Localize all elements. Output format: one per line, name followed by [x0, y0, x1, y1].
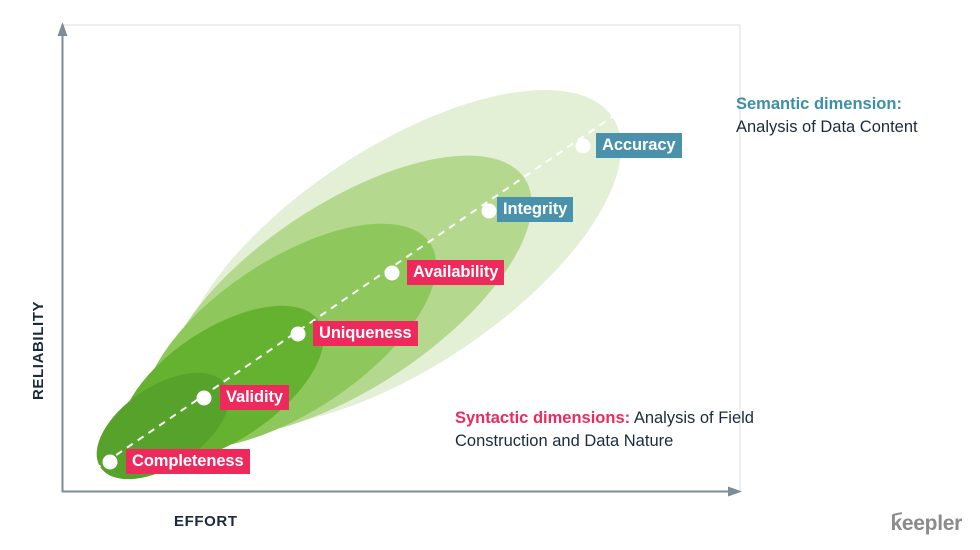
- point-dot-completeness[interactable]: [102, 454, 118, 470]
- semantic-annotation-heading: Semantic dimension:: [736, 95, 902, 113]
- y-axis-arrowhead: [57, 22, 68, 36]
- point-dot-accuracy[interactable]: [575, 138, 591, 154]
- x-axis-title: EFFORT: [174, 513, 238, 530]
- point-label-uniqueness[interactable]: Uniqueness: [313, 321, 418, 346]
- data-points: [102, 138, 591, 470]
- point-dot-validity[interactable]: [196, 390, 212, 406]
- point-label-integrity[interactable]: Integrity: [497, 197, 574, 222]
- point-label-accuracy[interactable]: Accuracy: [596, 133, 682, 158]
- point-dot-uniqueness[interactable]: [290, 326, 306, 342]
- x-axis-arrowhead: [728, 486, 742, 497]
- semantic-annotation-body: Analysis of Data Content: [736, 118, 918, 136]
- point-dot-availability[interactable]: [384, 265, 400, 281]
- semantic-dimension-annotation: Semantic dimension: Analysis of Data Con…: [736, 93, 972, 139]
- keepler-logo-kmark: k: [890, 512, 903, 535]
- syntactic-dimension-annotation: Syntactic dimensions: Analysis of Field …: [455, 407, 775, 453]
- y-axis-title: RELIABILITY: [30, 300, 47, 400]
- keepler-logo-rest: eepler: [901, 512, 962, 535]
- syntactic-annotation-body: Analysis of Field Construction and Data …: [455, 409, 754, 450]
- axes-group: [57, 22, 742, 497]
- keepler-logo: keepler: [890, 512, 963, 536]
- point-label-availability[interactable]: Availability: [407, 260, 505, 285]
- point-label-validity[interactable]: Validity: [220, 385, 289, 410]
- point-label-completeness[interactable]: Completeness: [126, 449, 250, 474]
- point-dot-integrity[interactable]: [481, 203, 497, 219]
- syntactic-annotation-heading: Syntactic dimensions:: [455, 409, 631, 427]
